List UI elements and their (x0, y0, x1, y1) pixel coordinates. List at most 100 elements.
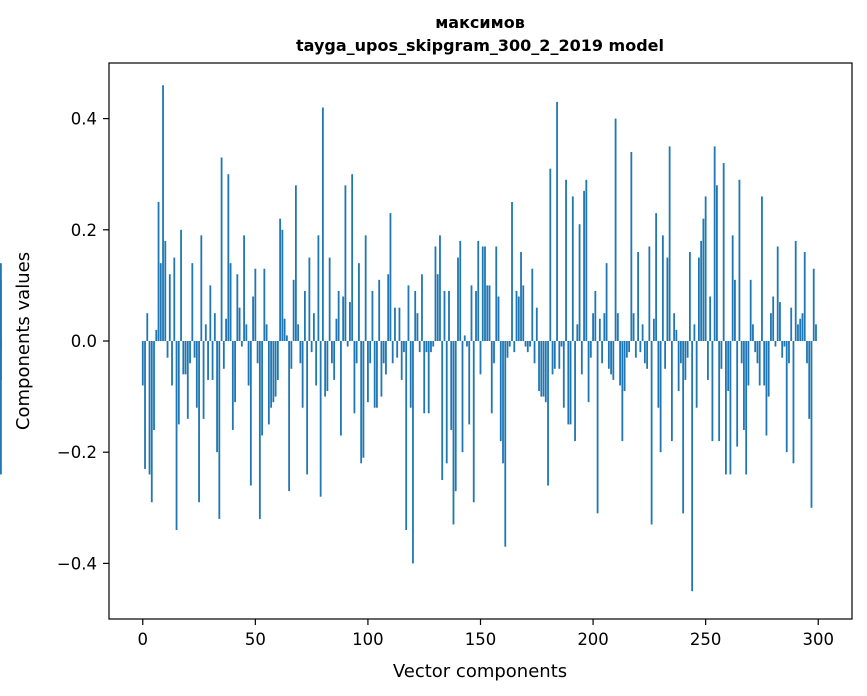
bar-70 (299, 341, 302, 364)
bar-1 (144, 341, 146, 469)
bar-205 (603, 313, 606, 341)
bar-82 (326, 341, 329, 392)
bar-195 (580, 341, 583, 375)
bar-165 (513, 341, 516, 353)
bar-19 (184, 341, 187, 375)
bar-92 (349, 302, 351, 341)
bar-17 (180, 229, 182, 341)
bar-134 (443, 290, 446, 341)
bar-106 (380, 341, 383, 397)
bar-162 (506, 341, 509, 358)
bar-169 (522, 285, 525, 341)
bar-267 (743, 341, 745, 430)
bar-16 (177, 341, 180, 425)
bar-97 (360, 341, 363, 464)
bar-123 (418, 341, 421, 353)
x-tick-label-150: 150 (465, 630, 497, 649)
bar-187 (562, 341, 565, 408)
bar-241 (684, 341, 687, 380)
bar-21 (189, 341, 191, 364)
bar-107 (382, 341, 385, 364)
bar-76 (312, 313, 315, 341)
bar-109 (387, 274, 390, 341)
bar-15 (175, 341, 178, 531)
bar-235 (670, 341, 673, 442)
bar-180 (547, 341, 549, 486)
bar-286 (785, 341, 788, 453)
bar-262 (731, 235, 734, 341)
bar-197 (585, 179, 588, 341)
chart-title: максимов (435, 13, 525, 32)
bar-46 (245, 324, 248, 341)
bar-27 (202, 341, 205, 419)
bar-184 (556, 101, 558, 341)
bar-232 (664, 341, 667, 369)
bar-234 (668, 146, 671, 341)
bar-128 (430, 341, 432, 353)
y-tick-label-0: −0.4 (57, 554, 97, 573)
bar-238 (677, 341, 680, 392)
bar-23 (193, 341, 196, 358)
bar-102 (371, 290, 374, 341)
bar-203 (598, 318, 601, 341)
bar-230 (659, 341, 662, 453)
bar-172 (529, 341, 531, 347)
bar-110 (389, 213, 392, 341)
bar-150 (479, 341, 482, 375)
bar-146 (470, 285, 473, 341)
bar-112 (394, 307, 396, 341)
bar-290 (794, 240, 797, 341)
bar-56 (267, 341, 270, 425)
bar-147 (472, 341, 475, 503)
y-axis: −0.4 −0.2 0.0 0.2 0.4 (57, 110, 109, 573)
bar-25 (198, 341, 200, 503)
bar-88 (340, 341, 342, 436)
bar-250 (704, 196, 707, 341)
bar-242 (686, 341, 689, 358)
bar-269 (747, 341, 750, 386)
bar-295 (806, 341, 808, 364)
bar-5 (153, 341, 155, 430)
bar-227 (652, 318, 655, 341)
bar-212 (619, 341, 621, 386)
bar-71 (301, 341, 304, 408)
bar-44 (240, 341, 243, 347)
bar-6 (155, 329, 158, 341)
bar-62 (281, 229, 284, 341)
bar-182 (551, 341, 554, 375)
bar-67 (292, 279, 295, 341)
bar-299 (815, 324, 817, 341)
bar-199 (589, 341, 592, 358)
bar-275 (761, 196, 763, 341)
bar-24 (195, 341, 198, 408)
bar-166 (515, 290, 518, 341)
x-tick-label-100: 100 (352, 630, 384, 649)
bar-141 (459, 240, 462, 341)
bar-61 (279, 218, 282, 341)
bar-20 (186, 341, 189, 419)
bar-72 (303, 290, 306, 341)
bar-247 (698, 257, 700, 341)
bar-217 (630, 151, 633, 341)
bar-94 (353, 341, 356, 414)
bar-185 (558, 341, 561, 369)
bar-226 (650, 341, 653, 525)
bar-undefined (0, 263, 2, 341)
bar-297 (810, 341, 813, 508)
bar-40 (231, 341, 234, 430)
bar-298 (812, 268, 815, 341)
bar-91 (346, 341, 349, 347)
bar-85 (333, 341, 336, 380)
bar-163 (508, 341, 511, 347)
bar-7 (157, 202, 160, 341)
bar-51 (256, 341, 259, 364)
bar-52 (258, 341, 261, 519)
x-axis-label: Vector components (393, 661, 567, 682)
bar-47 (247, 341, 250, 386)
bar-266 (740, 341, 743, 364)
bar-189 (567, 341, 570, 425)
bar-285 (783, 341, 786, 347)
bar-170 (524, 341, 527, 347)
bar-202 (596, 341, 599, 514)
